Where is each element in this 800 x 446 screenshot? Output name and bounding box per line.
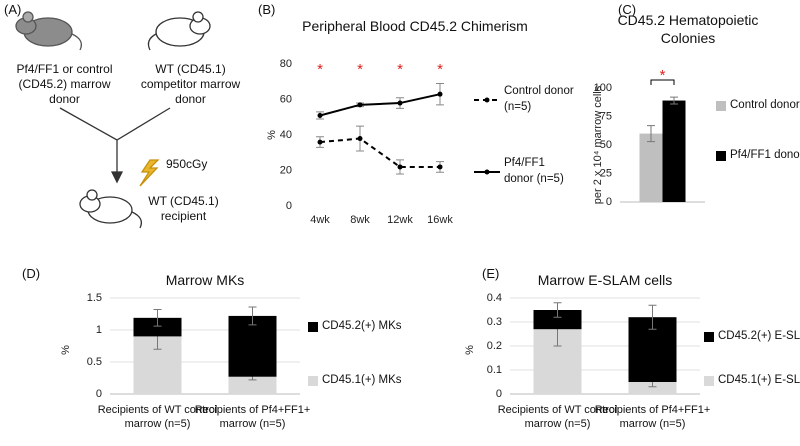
panel-label: (E) bbox=[482, 266, 500, 281]
point bbox=[317, 139, 323, 145]
chart-title: Marrow MKs bbox=[165, 272, 245, 288]
point bbox=[397, 164, 403, 170]
chart-title: Peripheral Blood CD45.2 Chimerism bbox=[302, 18, 528, 34]
bar bbox=[228, 376, 277, 394]
y-tick-label: 40 bbox=[280, 129, 292, 141]
y-tick-label: 80 bbox=[280, 58, 292, 70]
y-tick-label: 0 bbox=[96, 388, 102, 400]
y-axis-label: % bbox=[266, 130, 278, 140]
legend-swatch bbox=[704, 376, 714, 386]
point bbox=[317, 112, 323, 118]
legend-swatch bbox=[704, 332, 714, 342]
y-axis-label: % bbox=[60, 345, 72, 355]
chart-title: Marrow E-SLAM cells bbox=[537, 272, 673, 288]
y-tick-label: 60 bbox=[280, 93, 292, 105]
significance-mark: * bbox=[357, 61, 363, 78]
y-tick-label: 0 bbox=[286, 200, 292, 212]
panel-label: (D) bbox=[22, 266, 41, 281]
point bbox=[397, 100, 403, 106]
chart-title: CD45.2 Hematopoietic Colonies bbox=[617, 12, 759, 46]
legend-label: Control donor (n=5) bbox=[504, 85, 574, 113]
x-tick-label: 12wk bbox=[387, 214, 413, 226]
line bbox=[319, 93, 441, 117]
significance-mark: * bbox=[397, 61, 403, 78]
y-tick-label: 0 bbox=[496, 388, 502, 400]
y-tick-label: 50 bbox=[600, 139, 612, 151]
error-bar bbox=[670, 96, 678, 105]
y-tick-label: 0.1 bbox=[487, 364, 502, 376]
y-tick-label: 0.2 bbox=[487, 340, 502, 352]
panel-label: (B) bbox=[258, 2, 276, 17]
point bbox=[437, 91, 443, 97]
legend-swatch bbox=[716, 151, 726, 161]
point bbox=[357, 102, 363, 108]
error-bar bbox=[647, 125, 655, 143]
y-tick-label: 1.5 bbox=[87, 292, 102, 304]
legend-swatch bbox=[716, 101, 726, 111]
point bbox=[357, 136, 363, 142]
legend-swatch bbox=[308, 322, 318, 332]
y-tick-label: 1 bbox=[96, 324, 102, 336]
point bbox=[437, 164, 443, 170]
bar bbox=[228, 315, 277, 377]
significance-bracket bbox=[650, 79, 675, 85]
x-tick-label: 8wk bbox=[350, 214, 370, 226]
donor-label: Pf4/FF1 or control (CD45.2) marrow donor bbox=[16, 62, 113, 106]
legend-label: Pf4/FF1 donor bbox=[730, 149, 800, 161]
x-tick-label: Recipients of Pf4+FF1+ marrow (n=5) bbox=[194, 404, 311, 430]
y-tick-label: 100 bbox=[594, 82, 612, 94]
competitor-label: WT (CD45.1) competitor marrow donor bbox=[140, 62, 241, 106]
legend-label: Control donor bbox=[730, 99, 800, 111]
legend-label: Pf4/FF1 donor (n=5) bbox=[504, 157, 564, 185]
dose-label: 950cGy bbox=[166, 157, 208, 171]
legend-swatch bbox=[308, 376, 318, 386]
bar bbox=[628, 382, 677, 394]
error-bar bbox=[248, 306, 257, 326]
legend-swatch bbox=[484, 97, 490, 103]
y-tick-label: 0 bbox=[606, 196, 612, 208]
y-axis-label: per 2 x 10⁴ marrow cells bbox=[592, 85, 604, 204]
x-tick-label: Recipients of WT control marrow (n=5) bbox=[97, 404, 218, 430]
x-tick-label: 4wk bbox=[310, 214, 330, 226]
panel-label: (C) bbox=[618, 2, 637, 17]
significance-mark: * bbox=[317, 61, 323, 78]
y-axis-label: % bbox=[464, 345, 476, 355]
error-bar bbox=[553, 302, 562, 318]
significance-mark: * bbox=[437, 61, 443, 78]
y-tick-label: 0.5 bbox=[87, 356, 102, 368]
legend-swatch bbox=[484, 169, 490, 175]
bar bbox=[133, 317, 182, 337]
y-tick-label: 75 bbox=[600, 110, 612, 122]
significance-mark: * bbox=[660, 67, 666, 84]
error-bar bbox=[153, 309, 162, 327]
bar bbox=[533, 310, 582, 330]
y-tick-label: 20 bbox=[280, 164, 292, 176]
y-tick-label: 0.3 bbox=[487, 316, 502, 328]
legend-label: CD45.1(+) E-SLAM bbox=[718, 374, 800, 386]
bar bbox=[662, 100, 686, 202]
legend-label: CD45.2(+) E-SLAM bbox=[718, 330, 800, 342]
x-tick-label: Recipients of Pf4+FF1+ marrow (n=5) bbox=[594, 404, 711, 430]
y-tick-label: 25 bbox=[600, 167, 612, 179]
x-tick-label: 16wk bbox=[427, 214, 453, 226]
legend-label: CD45.2(+) MKs bbox=[322, 320, 402, 332]
x-tick-label: Recipients of WT control marrow (n=5) bbox=[497, 404, 618, 430]
diagram-art bbox=[15, 11, 211, 229]
error-bar bbox=[648, 304, 657, 330]
recipient-label: WT (CD45.1) recipient bbox=[148, 194, 219, 223]
bar bbox=[639, 133, 663, 202]
legend-label: CD45.1(+) MKs bbox=[322, 374, 402, 386]
y-tick-label: 0.4 bbox=[487, 292, 502, 304]
line bbox=[319, 137, 440, 168]
panel-label: (A) bbox=[4, 2, 22, 17]
